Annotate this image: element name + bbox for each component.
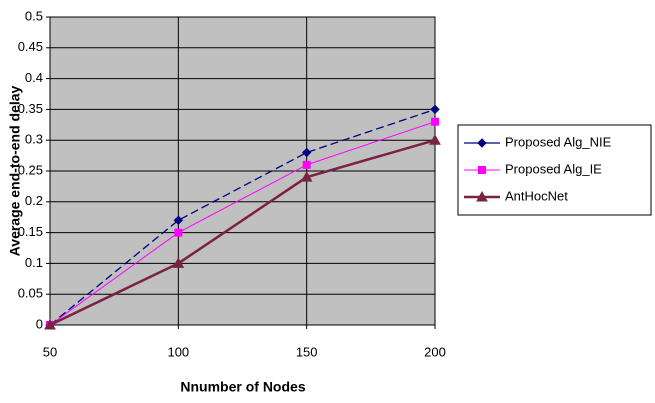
legend-marker — [476, 190, 488, 202]
y-tick-label: 0.45 — [18, 39, 43, 54]
x-tick-label: 200 — [424, 344, 446, 359]
x-tick-label: 100 — [167, 344, 189, 359]
plot-border — [49, 16, 436, 326]
legend-label: Proposed Alg_IE — [505, 161, 602, 176]
x-axis-title: Nnumber of Nodes — [180, 379, 305, 395]
series-line — [49, 138, 436, 327]
y-tick-label: 0.15 — [18, 224, 43, 239]
legend-marker — [478, 166, 486, 174]
y-tick-label: 0.35 — [18, 101, 43, 116]
data-point — [300, 171, 313, 182]
y-tick-label: 0.5 — [25, 8, 43, 23]
x-tick-label: 50 — [43, 344, 57, 359]
data-point — [429, 134, 441, 145]
y-tick-label: 0.05 — [18, 286, 43, 301]
data-point — [44, 318, 56, 330]
series-line — [49, 108, 436, 326]
y-tick-label: 0.3 — [25, 132, 43, 147]
legend-label: Proposed Alg_NIE — [505, 134, 612, 149]
y-tick-label: 0.25 — [18, 162, 43, 177]
data-point — [172, 257, 185, 268]
x-tick-label: 150 — [296, 344, 318, 359]
data-point — [431, 117, 439, 126]
series-line — [49, 121, 436, 326]
y-tick-label: 0 — [36, 316, 43, 331]
data-point — [174, 228, 183, 237]
data-point — [430, 104, 440, 115]
legend-label: AntHocNet — [505, 188, 568, 203]
y-axis-title: Average end-to-end delay — [7, 85, 23, 256]
data-point — [173, 215, 184, 225]
y-tick-label: 0.4 — [25, 70, 43, 85]
y-tick-label: 0.2 — [25, 193, 43, 208]
y-tick-label: 0.1 — [25, 255, 43, 270]
data-point — [302, 160, 311, 169]
data-point — [301, 147, 312, 158]
legend-marker — [477, 138, 487, 148]
